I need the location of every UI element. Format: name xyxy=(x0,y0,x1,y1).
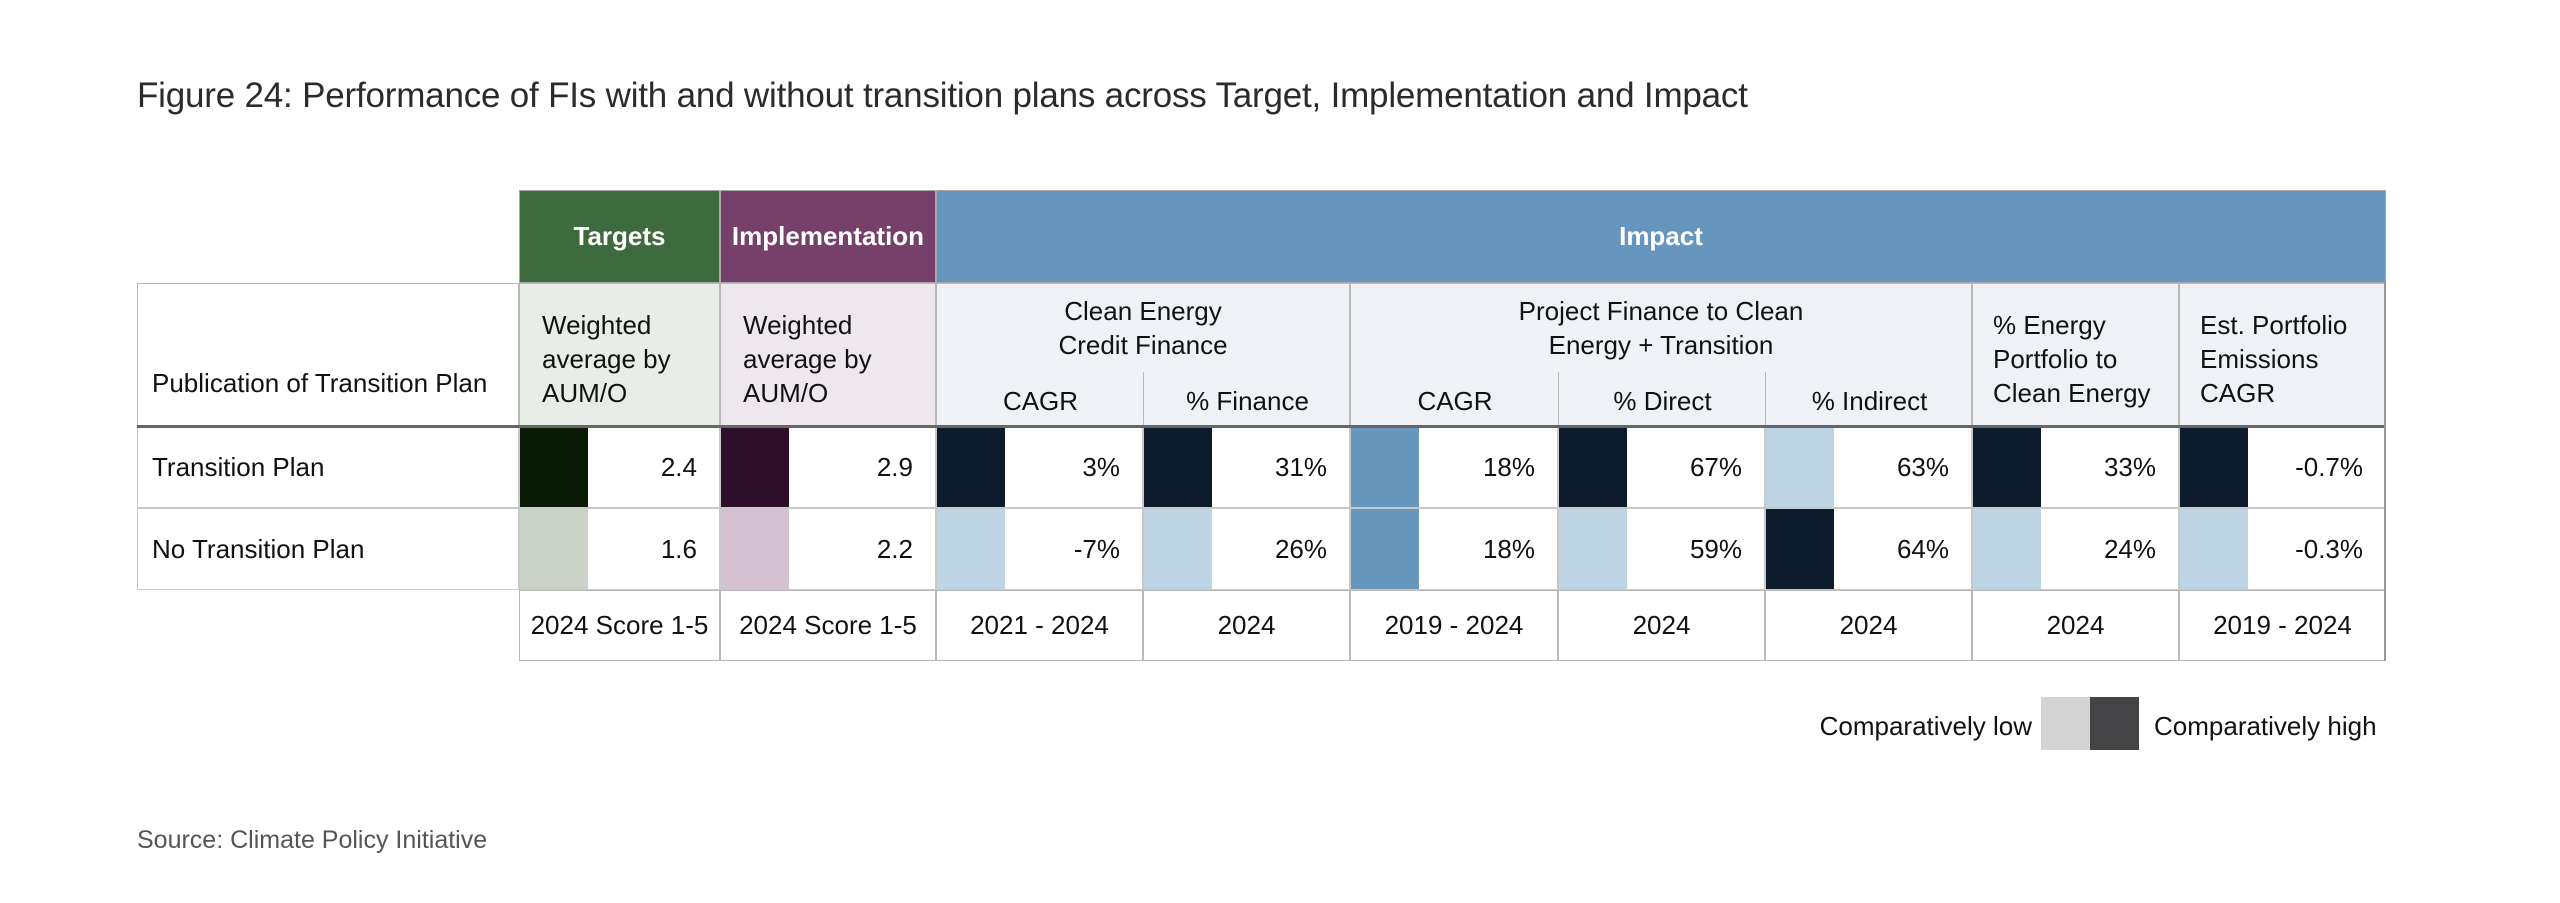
subheader-impact-col-7: % Energy Portfolio to Clean Energy xyxy=(1972,283,2179,427)
cell-value: 2.2 xyxy=(876,533,913,564)
heat-tile-low xyxy=(937,509,1005,589)
period-label: 2024 Score 1-5 xyxy=(720,590,936,661)
heat-tile-high xyxy=(2180,428,2248,507)
heat-tile-high xyxy=(1559,428,1627,507)
data-cell: 67% xyxy=(1558,427,1765,508)
cell-value: 31% xyxy=(1274,452,1327,482)
data-cell: 2.4 xyxy=(519,427,720,508)
period-label: 2024 xyxy=(1765,590,1972,661)
data-cell: 63% xyxy=(1765,427,1972,508)
cell-value: 64% xyxy=(1896,533,1949,564)
cell-value: 1.6 xyxy=(660,533,697,564)
cell-value: 24% xyxy=(2103,533,2156,564)
data-cell: 18% xyxy=(1350,508,1558,590)
heat-tile-low xyxy=(1973,509,2041,589)
period-label: 2021 - 2024 xyxy=(936,590,1143,661)
data-cell: 2.9 xyxy=(720,427,936,508)
data-cell: 33% xyxy=(1972,427,2179,508)
data-cell: -7% xyxy=(936,508,1143,590)
cell-value: 67% xyxy=(1689,452,1742,482)
data-cell: 24% xyxy=(1972,508,2179,590)
figure-title: Figure 24: Performance of FIs with and w… xyxy=(137,76,1748,115)
heat-tile-low xyxy=(1766,428,1834,507)
heat-tile-equal xyxy=(1351,428,1419,507)
legend-low-label: Comparatively low xyxy=(1819,711,2032,741)
subgroup-label: Project Finance to Clean Energy + Transit… xyxy=(1518,296,1804,360)
subheader-implementation: Weighted average by AUM/O xyxy=(720,283,936,427)
data-cell: 59% xyxy=(1558,508,1765,590)
cell-value: 63% xyxy=(1896,452,1949,482)
cell-value: -0.7% xyxy=(2295,452,2363,482)
table-right-border xyxy=(2384,283,2386,661)
cell-value: 59% xyxy=(1689,533,1742,564)
data-cell: 64% xyxy=(1765,508,1972,590)
data-cell: -0.3% xyxy=(2179,508,2386,590)
subcolumn-divider xyxy=(1143,372,1144,426)
heat-tile-high xyxy=(520,428,588,507)
cell-value: 33% xyxy=(2103,452,2156,482)
row-header-label: Publication of Transition Plan xyxy=(137,283,519,427)
heat-tile-low xyxy=(2180,509,2248,589)
subheader-text: Weighted average by AUM/O xyxy=(743,310,872,408)
cell-value: -7% xyxy=(1073,533,1120,564)
cell-value: 26% xyxy=(1274,533,1327,564)
category-header-impact: Impact xyxy=(936,190,2386,283)
subcolumn-label: CAGR xyxy=(1002,386,1079,416)
row-header-text: Publication of Transition Plan xyxy=(152,368,488,398)
heat-tile-high xyxy=(1973,428,2041,507)
subcolumn-divider xyxy=(1558,372,1559,426)
row-label: Transition Plan xyxy=(137,427,519,508)
cell-value: 2.9 xyxy=(876,452,913,482)
subheader-text: Est. Portfolio Emissions CAGR xyxy=(2200,310,2348,408)
heat-tile-high xyxy=(721,428,789,507)
category-header-targets: Targets xyxy=(519,190,720,283)
legend-high-swatch xyxy=(2090,697,2139,750)
period-label: 2019 - 2024 xyxy=(1350,590,1558,661)
heat-tile-high xyxy=(1144,428,1212,507)
cell-value: 3% xyxy=(1082,452,1120,482)
period-label: 2024 xyxy=(1143,590,1350,661)
heat-tile-low xyxy=(520,509,588,589)
period-label: 2019 - 2024 xyxy=(2179,590,2386,661)
data-cell: 31% xyxy=(1143,427,1350,508)
data-cell: -0.7% xyxy=(2179,427,2386,508)
subheader-impact-col-8: Est. Portfolio Emissions CAGR xyxy=(2179,283,2386,427)
subheader-targets: Weighted average by AUM/O xyxy=(519,283,720,427)
legend-low-swatch xyxy=(2041,697,2090,750)
legend-high-label: Comparatively high xyxy=(2154,711,2377,741)
header-divider xyxy=(137,425,2386,428)
heat-tile-high xyxy=(1766,509,1834,589)
cell-value: 18% xyxy=(1482,452,1535,482)
subgroup-label: Clean Energy Credit Finance xyxy=(1058,296,1228,360)
heat-tile-low xyxy=(1144,509,1212,589)
data-cell: 1.6 xyxy=(519,508,720,590)
data-cell: 3% xyxy=(936,427,1143,508)
category-header-implementation: Implementation xyxy=(720,190,936,283)
subheader-group-1: Project Finance to Clean Energy + Transit… xyxy=(1350,283,1972,427)
subcolumn-label: % Indirect xyxy=(1811,386,1928,416)
subheader-text: % Energy Portfolio to Clean Energy xyxy=(1993,310,2151,408)
data-cell: 18% xyxy=(1350,427,1558,508)
period-label: 2024 xyxy=(1972,590,2179,661)
subcolumn-label: % Finance xyxy=(1186,386,1309,416)
period-label: 2024 Score 1-5 xyxy=(519,590,720,661)
heat-tile-equal xyxy=(1351,509,1419,589)
subcolumn-divider xyxy=(1765,372,1766,426)
subheader-group-0: Clean Energy Credit Finance CAGR % Finance xyxy=(936,283,1350,427)
cell-value: -0.3% xyxy=(2295,533,2363,564)
cell-value: 18% xyxy=(1482,533,1535,564)
subheader-text: Weighted average by AUM/O xyxy=(542,310,671,408)
data-cell: 26% xyxy=(1143,508,1350,590)
heat-tile-low xyxy=(721,509,789,589)
heat-tile-low xyxy=(1559,509,1627,589)
period-label: 2024 xyxy=(1558,590,1765,661)
source-note: Source: Climate Policy Initiative xyxy=(137,826,488,854)
cell-value: 2.4 xyxy=(660,452,697,482)
row-label: No Transition Plan xyxy=(137,508,519,590)
data-cell: 2.2 xyxy=(720,508,936,590)
subcolumn-label: CAGR xyxy=(1417,386,1493,416)
heat-tile-high xyxy=(937,428,1005,507)
subcolumn-label: % Direct xyxy=(1613,386,1712,416)
